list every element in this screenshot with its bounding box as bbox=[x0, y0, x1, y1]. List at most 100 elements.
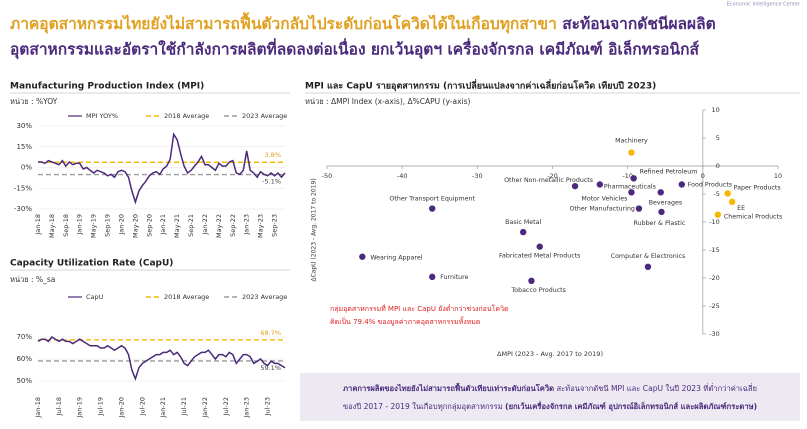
annotation: กลุ่มอุตสาหกรรมที่ MPI และ CapU ยังต่ำกว… bbox=[330, 304, 509, 313]
point-label: Motor Vehicles bbox=[581, 195, 627, 202]
y-tick-label: 50% bbox=[16, 377, 32, 385]
y-tick-label: -20 bbox=[709, 274, 720, 282]
point-label: Computer & Electronics bbox=[611, 253, 686, 260]
x-tick-label: 0 bbox=[701, 172, 705, 180]
legend-label: 2023 Average bbox=[242, 112, 287, 120]
y-tick-label: 30% bbox=[16, 122, 32, 130]
unit-label: หน่วย : %YOY bbox=[10, 97, 58, 106]
x-tick-label: May-23 bbox=[257, 214, 265, 238]
x-tick-label: Sep-23 bbox=[271, 214, 279, 237]
x-tick-label: -40 bbox=[397, 172, 408, 180]
average-label: 59.1% bbox=[260, 364, 281, 372]
x-tick-label: Sep-20 bbox=[145, 214, 153, 237]
x-tick-label: Jan-22 bbox=[201, 214, 209, 236]
point-label: Rubber & Plastic bbox=[633, 220, 685, 227]
point bbox=[678, 181, 685, 188]
x-tick-label: -50 bbox=[322, 172, 333, 180]
x-tick-label: Jan-21 bbox=[159, 214, 167, 236]
note-line: ของปี 2017 - 2019 ในเกือบทุกกลุ่มอุตสาหก… bbox=[343, 400, 757, 412]
x-tick-label: -20 bbox=[547, 172, 558, 180]
x-tick-label: Jan-19 bbox=[76, 397, 84, 419]
point bbox=[571, 182, 579, 190]
unit-label: หน่วย : ΔMPI Index (x-axis), Δ%CAPU (y-a… bbox=[305, 97, 470, 106]
average-label: -5.1% bbox=[262, 178, 281, 186]
y-axis-label: ΔCapU (2023 - Avg. 2017 to 2019) bbox=[311, 178, 318, 281]
y-tick-label: -30% bbox=[14, 205, 32, 213]
note-bold: (ยกเว้นเครื่องจักรกล เคมีภัณฑ์ อุปกรณ์อิ… bbox=[505, 400, 757, 412]
point-label: Refined Petroleum bbox=[640, 168, 698, 175]
x-tick-label: Jan-23 bbox=[243, 397, 251, 419]
legend-label: 2018 Average bbox=[164, 112, 209, 120]
point bbox=[728, 198, 736, 206]
point-label: Paper Products bbox=[734, 184, 781, 191]
note-text: สะท้อนจากดัชนี MPI และ CapU ในปี 2023 ที… bbox=[556, 383, 756, 393]
data-line bbox=[37, 336, 286, 382]
unit-label: หน่วย : %_sa bbox=[10, 275, 55, 284]
x-tick-label: Jul-19 bbox=[97, 397, 105, 416]
y-tick-label: 15% bbox=[16, 143, 32, 151]
point bbox=[714, 211, 722, 218]
y-tick-label: -30 bbox=[709, 330, 720, 338]
point bbox=[429, 205, 436, 212]
y-tick-label: 10 bbox=[712, 106, 720, 114]
brand: Economic Intelligence Center bbox=[727, 2, 801, 8]
x-tick-label: May-19 bbox=[90, 214, 98, 238]
headline-part: ภาคอุตสาหกรรมไทยยังไม่สามารถฟื้นตัวกลับไ… bbox=[10, 12, 557, 34]
headline-2: อุตสาหกรรมและอัตราใช้กำลังการผลิตที่ลดลง… bbox=[10, 38, 699, 60]
point-label: Basic Metal bbox=[505, 219, 541, 226]
chart-title: MPI และ CapU รายอุตสาหกรรม (การเปลี่ยนแป… bbox=[305, 79, 656, 92]
y-tick-label: -15 bbox=[709, 246, 720, 254]
x-axis-label: ΔMPI (2023 - Avg. 2017 to 2019) bbox=[497, 350, 603, 358]
y-tick-label: 70% bbox=[16, 333, 32, 341]
legend-label: 2018 Average bbox=[164, 293, 209, 301]
legend-label: MPI YOY% bbox=[86, 112, 118, 120]
x-tick-label: Sep-22 bbox=[229, 214, 237, 237]
point-label: Fabricated Metal Products bbox=[499, 253, 580, 260]
point-label: Food Products bbox=[688, 181, 732, 188]
x-tick-label: Jul-22 bbox=[222, 397, 230, 416]
average-label: 3.8% bbox=[264, 151, 281, 159]
note-line: ภาคการผลิตของไทยยังไม่สามารถฟื้นตัวเทียบ… bbox=[343, 382, 757, 393]
point-label: Other Transport Equipment bbox=[389, 196, 475, 203]
x-tick-label: Jan-20 bbox=[117, 214, 125, 236]
x-tick-label: May-20 bbox=[131, 214, 139, 238]
x-tick-label: Jan-18 bbox=[34, 397, 42, 419]
headline-part: สะท้อนจากดัชนีผลผลิต bbox=[562, 15, 716, 33]
x-tick-label: Sep-18 bbox=[62, 214, 70, 237]
y-tick-label: 0% bbox=[21, 164, 32, 172]
note-bold: ภาคการผลิตของไทยยังไม่สามารถฟื้นตัวเทียบ… bbox=[343, 382, 554, 393]
x-tick-label: Sep-19 bbox=[104, 214, 112, 237]
point bbox=[359, 253, 366, 260]
x-tick-label: Jan-23 bbox=[243, 214, 251, 236]
x-tick-label: -10 bbox=[622, 172, 633, 180]
x-tick-label: Jan-20 bbox=[117, 397, 125, 419]
y-tick-label: 0 bbox=[716, 162, 720, 170]
point bbox=[724, 190, 731, 197]
x-tick-label: Jan-22 bbox=[201, 397, 209, 419]
data-line bbox=[38, 132, 286, 205]
headline-1: ภาคอุตสาหกรรมไทยยังไม่สามารถฟื้นตัวกลับไ… bbox=[10, 12, 716, 34]
y-tick-label: -15% bbox=[14, 184, 32, 192]
point bbox=[628, 189, 635, 196]
x-tick-label: Jan-19 bbox=[76, 214, 84, 236]
y-tick-label: 60% bbox=[16, 355, 32, 363]
x-tick-label: Jul-18 bbox=[55, 397, 63, 416]
x-tick-label: 10 bbox=[774, 172, 782, 180]
point-label: Tobacco Products bbox=[510, 287, 565, 294]
y-tick-label: 5 bbox=[716, 134, 720, 142]
point bbox=[528, 277, 535, 284]
point-label: Machinery bbox=[615, 138, 648, 145]
y-tick-label: -25 bbox=[709, 302, 720, 310]
legend-label: 2023 Average bbox=[242, 293, 287, 301]
annotation: คิดเป็น 79.4% ของมูลค่าภาคอุตสาหกรรมทั้ง… bbox=[330, 315, 480, 326]
x-tick-label: Sep-21 bbox=[187, 214, 195, 237]
point-label: Pharmaceuticals bbox=[604, 183, 656, 190]
point bbox=[630, 175, 637, 182]
y-tick-label: -10 bbox=[709, 218, 720, 226]
point bbox=[536, 243, 543, 250]
point-label: Wearing Apparel bbox=[370, 255, 422, 262]
point-label: EE bbox=[737, 205, 745, 212]
point bbox=[658, 208, 665, 216]
x-tick-label: Jan-18 bbox=[34, 214, 42, 236]
point-label: Chemical Products bbox=[724, 214, 782, 221]
